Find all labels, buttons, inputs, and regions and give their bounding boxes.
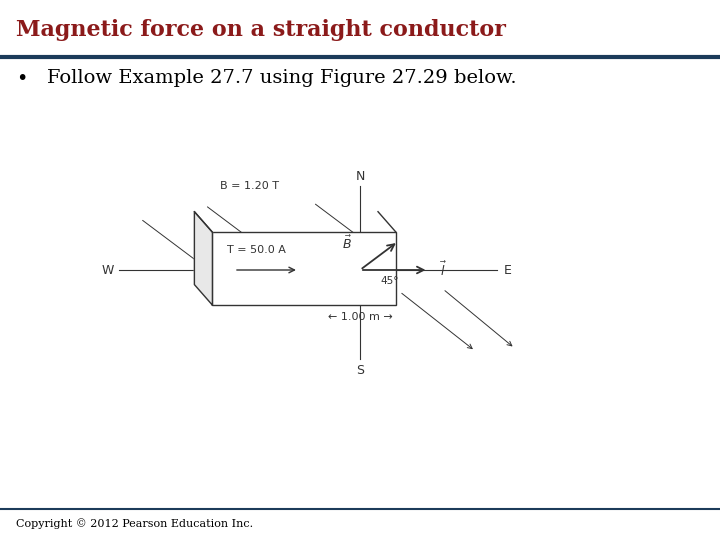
Text: S: S [356,364,364,377]
Polygon shape [194,212,212,305]
Text: $\vec{B}$: $\vec{B}$ [342,234,352,252]
Text: B = 1.20 T: B = 1.20 T [220,181,279,191]
Bar [212,232,396,305]
Text: 45°: 45° [380,276,399,287]
Text: N: N [355,170,365,183]
Text: Magnetic force on a straight conductor: Magnetic force on a straight conductor [16,19,505,40]
Text: ← 1.00 m →: ← 1.00 m → [328,312,392,322]
Text: Follow Example 27.7 using Figure 27.29 below.: Follow Example 27.7 using Figure 27.29 b… [47,69,516,87]
Text: W: W [102,264,114,276]
Text: •: • [16,69,27,88]
Text: T = 50.0 A: T = 50.0 A [227,245,286,255]
Text: E: E [504,264,511,276]
Text: Copyright © 2012 Pearson Education Inc.: Copyright © 2012 Pearson Education Inc. [16,518,253,529]
Text: $\vec{l}$: $\vec{l}$ [440,261,447,279]
